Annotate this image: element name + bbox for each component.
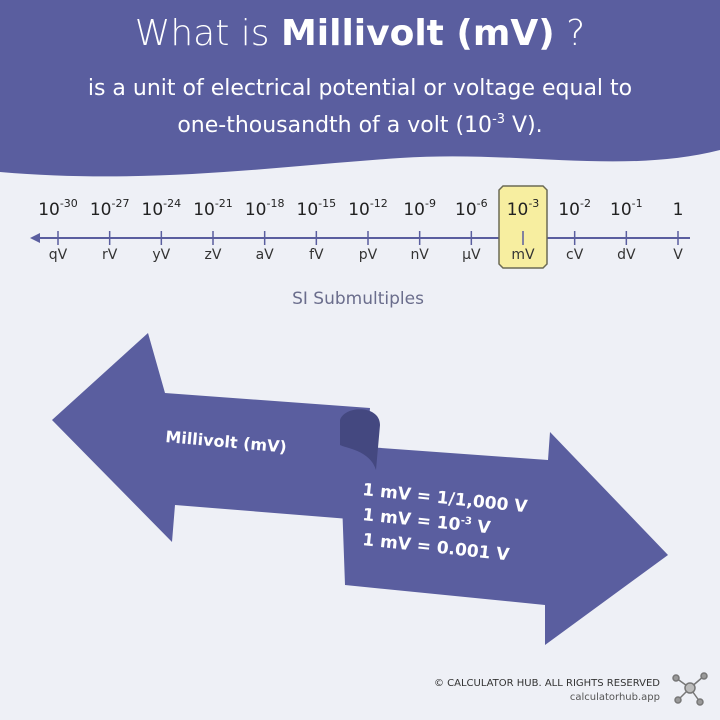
subtitle-post: V). <box>505 113 543 138</box>
scale-unit: fV <box>309 247 324 263</box>
scale-power: 10-9 <box>403 197 436 220</box>
scale-power: 10-3 <box>507 197 540 220</box>
footer-copyright: © CALCULATOR HUB. ALL RIGHTS RESERVED <box>434 678 660 689</box>
scale-base: 10 <box>297 200 319 220</box>
scale-unit: yV <box>152 247 170 263</box>
subtitle-pre: one-thousandth of a volt (10 <box>177 113 492 138</box>
scale: 10-30qV10-27rV10-24yV10-21zV10-18aV10-15… <box>30 185 690 269</box>
scale-power: 10-15 <box>297 197 337 220</box>
scale-power: 1 <box>673 200 684 220</box>
scale-base: 10 <box>610 200 632 220</box>
scale-base: 10 <box>507 200 529 220</box>
scale-exp: -15 <box>318 197 336 210</box>
title-pre: What is <box>135 13 281 54</box>
scale-base: 10 <box>245 200 267 220</box>
scale-unit: aV <box>256 247 275 263</box>
right-arrow <box>340 432 668 645</box>
scale-exp: -27 <box>112 197 130 210</box>
scale-base: 10 <box>38 200 60 220</box>
scale-exp: -21 <box>215 197 233 210</box>
left-arrow <box>52 333 370 542</box>
scale-unit: dV <box>617 247 636 263</box>
scale-base: 1 <box>673 200 684 220</box>
scale-power: 10-27 <box>90 197 130 220</box>
header-band <box>0 0 720 177</box>
scale-unit: cV <box>566 247 584 263</box>
scale-power: 10-6 <box>455 197 488 220</box>
scale-unit: nV <box>410 247 429 263</box>
scale-exp: -24 <box>163 197 181 210</box>
scale-power: 10-2 <box>558 197 591 220</box>
scale-power: 10-1 <box>610 197 643 220</box>
scale-base: 10 <box>403 200 425 220</box>
scale-exp: -30 <box>60 197 78 210</box>
scale-exp: -12 <box>370 197 388 210</box>
scale-power: 10-21 <box>193 197 233 220</box>
footer-url: calculatorhub.app <box>570 692 660 703</box>
scale-base: 10 <box>142 200 164 220</box>
scale-base: 10 <box>558 200 580 220</box>
scale-unit: pV <box>359 247 378 263</box>
scale-exp: -3 <box>528 197 539 210</box>
scale-caption: SI Submultiples <box>292 289 424 309</box>
title-bold: Millivolt (mV) <box>281 13 555 54</box>
scale-power: 10-18 <box>245 197 285 220</box>
scale-base: 10 <box>348 200 370 220</box>
scale-unit: zV <box>205 247 222 263</box>
scale-power: 10-24 <box>142 197 182 220</box>
scale-exp: -1 <box>632 197 643 210</box>
subtitle-sup: -3 <box>492 112 505 127</box>
highlight-box <box>498 185 548 269</box>
scale-exp: -9 <box>425 197 436 210</box>
title: What is Millivolt (mV) ? <box>135 13 586 54</box>
scale-base: 10 <box>193 200 215 220</box>
logo <box>672 672 708 706</box>
scale-base: 10 <box>455 200 477 220</box>
double-arrow: Millivolt (mV) 1 mV = 1/1,000 V1 mV = 10… <box>52 333 668 645</box>
scale-unit: mV <box>511 247 535 263</box>
scale-power: 10-12 <box>348 197 388 220</box>
equation-post: V <box>470 517 492 539</box>
scale-arrowhead <box>30 233 40 243</box>
scale-exp: -6 <box>477 197 488 210</box>
subtitle-line2: one-thousandth of a volt (10-3 V). <box>177 112 542 138</box>
arrow-fold <box>340 409 380 470</box>
scale-exp: -2 <box>580 197 591 210</box>
scale-unit: rV <box>102 247 118 263</box>
equation-sup: -3 <box>460 515 472 527</box>
scale-unit: µV <box>462 247 481 263</box>
scale-unit: qV <box>49 247 68 263</box>
scale-unit: V <box>673 247 683 263</box>
scale-exp: -18 <box>267 197 285 210</box>
scale-base: 10 <box>90 200 112 220</box>
scale-power: 10-30 <box>38 197 78 220</box>
title-post: ? <box>555 13 586 54</box>
subtitle-line1: is a unit of electrical potential or vol… <box>88 76 632 101</box>
